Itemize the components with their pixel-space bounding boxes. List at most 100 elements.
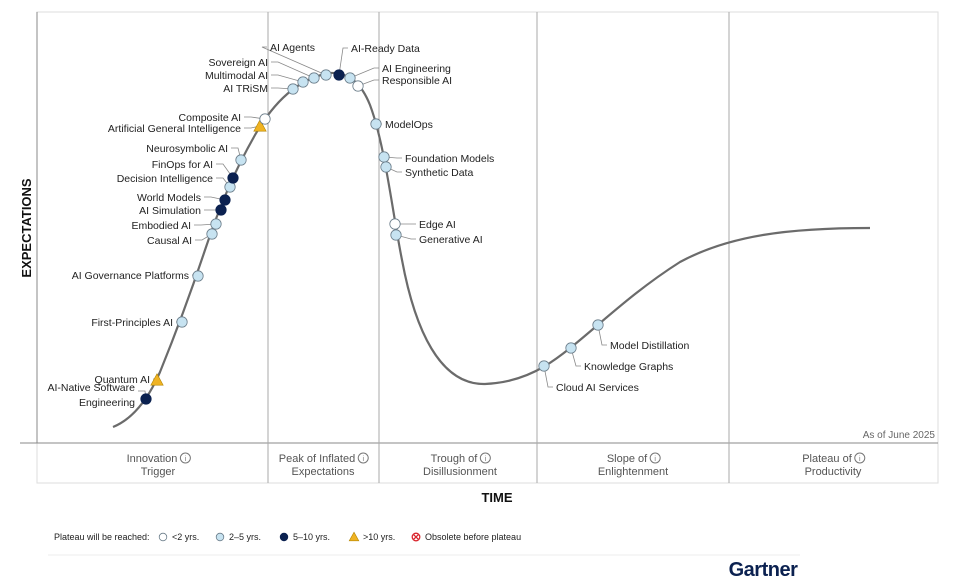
circle-marker [308,72,320,84]
technology-label: Decision Intelligence [117,173,213,185]
circle-marker [259,113,271,125]
circle-marker [215,532,225,542]
technology-point[interactable]: ModelOps [370,118,433,131]
legend-label: >10 yrs. [363,532,395,542]
legend-item: 2–5 yrs. [215,532,261,542]
technology-label: Artificial General Intelligence [108,123,241,135]
circle-marker [192,270,204,282]
circle-marker [565,342,577,354]
obsolete-x-icon [411,532,421,542]
technology-label: Knowledge Graphs [584,361,673,373]
circle-marker [227,172,239,184]
technology-point[interactable]: AI Agents [261,42,332,81]
technology-point[interactable]: Cloud AI Services [538,360,639,394]
info-icon[interactable]: i [854,452,866,464]
technology-point[interactable]: Edge AI [389,218,456,231]
circle-marker [390,229,402,241]
technology-point[interactable]: Decision Intelligence [117,173,236,193]
circle-marker [538,360,550,372]
technology-point[interactable]: World Models [137,192,231,206]
technology-point[interactable]: Responsible AI [352,75,452,92]
leader-line [261,46,327,76]
circle-marker [389,218,401,230]
phase-name-line1: Innovation [127,453,178,465]
legend-label: 2–5 yrs. [229,532,261,542]
leader-line [216,163,234,179]
technology-label: Synthetic Data [405,167,473,179]
svg-text:i: i [362,456,364,463]
info-icon[interactable]: i [357,452,369,464]
technology-point[interactable]: Knowledge Graphs [565,342,674,373]
technology-label: AI Agents [270,42,315,54]
technology-label: Cloud AI Services [556,382,639,394]
phase-label: Trough of i Disillusionment [423,452,497,478]
leader-line [543,365,553,388]
circle-marker [279,532,289,542]
technology-point[interactable]: Composite AI [179,112,271,125]
technology-point[interactable]: Model Distillation [592,319,690,352]
leader-line [271,61,315,79]
technology-point[interactable]: Foundation Models [378,151,495,165]
circle-marker [219,194,231,206]
leader-line [570,347,581,367]
circle-marker [370,118,382,130]
technology-label: Multimodal AI [205,70,268,82]
technology-point[interactable]: FinOps for AI [152,159,239,184]
technology-point[interactable]: Embodied AI [131,218,222,232]
technology-label: First-Principles AI [91,317,173,329]
technology-label: Neurosymbolic AI [146,143,228,155]
phase-label: Innovation i Trigger [127,452,191,478]
technology-point[interactable]: AI Governance Platforms [72,270,204,282]
technology-point[interactable]: AI Engineering [344,63,451,84]
phase-name-line1: Plateau of [802,453,852,465]
circle-marker [297,76,309,88]
y-axis-label: EXPECTATIONS [19,178,34,278]
technology-label: Model Distillation [610,340,690,352]
technology-point[interactable]: AI-Ready Data [333,43,420,81]
legend-item: >10 yrs. [348,531,395,542]
phase-label: Plateau of i Productivity [802,452,866,478]
technology-point[interactable]: Multimodal AI [205,70,309,88]
technology-label: ModelOps [385,119,433,131]
phase-label: Slope of i Enlightenment [598,452,668,478]
technology-point[interactable]: AI-Native Software Engineering [47,382,152,409]
technology-label: Sovereign AI [208,57,268,69]
triangle-marker [348,531,360,542]
leader-line [597,324,607,346]
info-icon[interactable]: i [479,452,491,464]
phase-name-line1: Trough of [431,453,479,465]
technology-label: AI Simulation [139,205,201,217]
legend-label: 5–10 yrs. [293,532,330,542]
technology-point[interactable]: Causal AI [147,228,218,247]
technology-point[interactable]: Neurosymbolic AI [146,143,247,166]
technology-label: Foundation Models [405,153,494,165]
phase-name-line2: Productivity [805,466,862,478]
technology-label: Generative AI [419,234,483,246]
technology-label: FinOps for AI [152,159,213,171]
legend-item: <2 yrs. [158,532,199,542]
circle-marker [206,228,218,240]
circle-marker [352,80,364,92]
technology-point[interactable]: Synthetic Data [380,161,474,179]
leader-line [357,79,379,87]
technology-point[interactable]: Sovereign AI [208,57,320,84]
phase-name-line2: Disillusionment [423,466,497,478]
technology-point[interactable]: AI TRiSM [223,83,299,95]
technology-point[interactable]: Artificial General Intelligence [108,119,267,135]
info-icon[interactable]: i [179,452,191,464]
leader-line [338,47,348,76]
info-icon[interactable]: i [649,452,661,464]
technology-label: AI-Ready Data [351,43,420,55]
phase-label: Peak of Inflated i Expectations [279,452,369,478]
technology-point[interactable]: First-Principles AI [91,316,188,329]
circle-marker [320,69,332,81]
technology-point[interactable]: Quantum AI [95,373,164,386]
technology-point[interactable]: AI Simulation [139,204,227,217]
technology-point[interactable]: Generative AI [390,229,483,246]
phase-name-line1: Slope of [607,453,648,465]
legend-item: 5–10 yrs. [279,532,330,542]
technology-label: Embodied AI [131,220,191,232]
as-of-date: As of June 2025 [863,430,936,441]
circle-marker [158,532,168,542]
technology-label: Responsible AI [382,75,452,87]
